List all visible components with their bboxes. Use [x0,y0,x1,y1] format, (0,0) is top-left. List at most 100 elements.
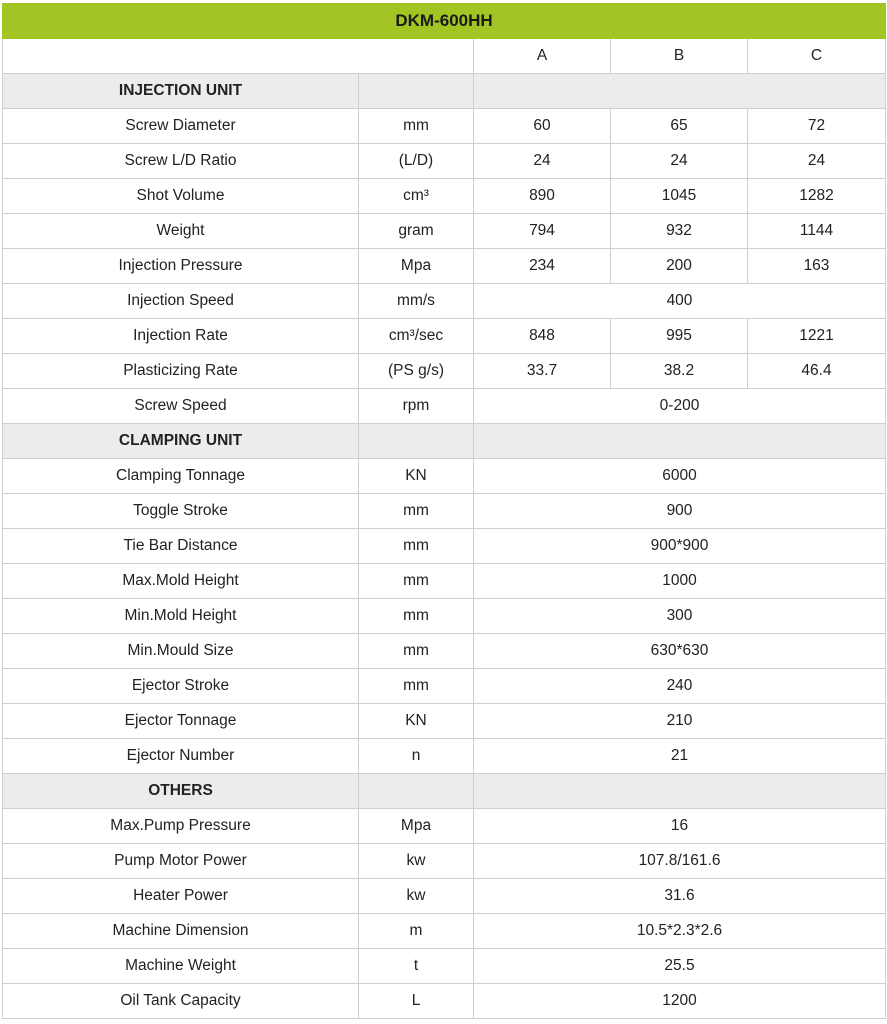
parameter-value-a: 60 [473,108,611,144]
parameter-name: Max.Mold Height [2,563,359,599]
parameter-name: Injection Pressure [2,248,359,284]
parameter-unit: mm [358,528,474,564]
column-header-row: A B C [2,38,887,74]
parameter-unit: m [358,913,474,949]
parameter-value-a: 33.7 [473,353,611,389]
parameter-unit: mm [358,633,474,669]
table-row: Weight gram 794 932 1144 [2,213,887,249]
parameter-unit: mm [358,108,474,144]
section-blank [472,73,887,109]
parameter-value: 300 [472,598,887,634]
parameter-unit: rpm [358,388,474,424]
section-blank [472,423,887,459]
parameter-unit: mm [358,598,474,634]
parameter-value: 900*900 [472,528,887,564]
parameter-name: Pump Motor Power [2,843,359,879]
table-row: Toggle Stroke mm 900 [2,493,887,529]
parameter-value-a: 848 [473,318,611,354]
parameter-value-b: 24 [610,143,748,179]
parameter-unit: gram [358,213,474,249]
parameter-name: Screw Diameter [2,108,359,144]
parameter-name: Screw Speed [2,388,359,424]
parameter-name: Heater Power [2,878,359,914]
parameter-unit: Mpa [358,248,474,284]
table-row: Injection Pressure Mpa 234 200 163 [2,248,887,284]
table-row: Plasticizing Rate (PS g/s) 33.7 38.2 46.4 [2,353,887,389]
parameter-name: Ejector Number [2,738,359,774]
section-label: CLAMPING UNIT [2,423,359,459]
parameter-value-c: 72 [746,108,887,144]
parameter-value-c: 1144 [746,213,887,249]
parameter-name: Oil Tank Capacity [2,983,359,1019]
section-label: INJECTION UNIT [2,73,359,109]
section-header: INJECTION UNIT [2,73,887,109]
model-title: DKM-600HH [1,3,887,39]
parameter-name: Min.Mould Size [2,633,359,669]
parameter-name: Machine Dimension [2,913,359,949]
table-row: Max.Mold Height mm 1000 [2,563,887,599]
parameter-unit: cm³/sec [358,318,474,354]
parameter-value: 21 [472,738,887,774]
parameter-name: Clamping Tonnage [2,458,359,494]
parameter-value-a: 24 [473,143,611,179]
parameter-name: Injection Speed [2,283,359,319]
parameter-unit: n [358,738,474,774]
parameter-unit: mm [358,493,474,529]
parameter-value-b: 995 [610,318,748,354]
section-label: OTHERS [2,773,359,809]
table-row: Ejector Number n 21 [2,738,887,774]
parameter-name: Min.Mold Height [2,598,359,634]
parameter-unit: L [358,983,474,1019]
parameter-value: 6000 [472,458,887,494]
parameter-value: 10.5*2.3*2.6 [472,913,887,949]
parameter-unit: (L/D) [358,143,474,179]
section-header: OTHERS [2,773,887,809]
table-row: Injection Speed mm/s 400 [2,283,887,319]
title-row: DKM-600HH [1,3,887,39]
parameter-unit: mm [358,563,474,599]
table-row: Ejector Tonnage KN 210 [2,703,887,739]
table-row: Min.Mold Height mm 300 [2,598,887,634]
parameter-value: 630*630 [472,633,887,669]
parameter-unit: kw [358,878,474,914]
section-header: CLAMPING UNIT [2,423,887,459]
parameter-name: Machine Weight [2,948,359,984]
section-blank [472,773,887,809]
parameter-value-b: 38.2 [610,353,748,389]
parameter-name: Injection Rate [2,318,359,354]
section-blank [358,73,474,109]
parameter-value: 1000 [472,563,887,599]
parameter-value-c: 1282 [746,178,887,214]
parameter-name: Tie Bar Distance [2,528,359,564]
parameter-unit: mm [358,668,474,704]
column-header-c: C [746,38,887,74]
parameter-name: Plasticizing Rate [2,353,359,389]
parameter-value: 16 [472,808,887,844]
parameter-value: 240 [472,668,887,704]
parameter-value: 107.8/161.6 [472,843,887,879]
table-row: Max.Pump Pressure Mpa 16 [2,808,887,844]
parameter-value: 25.5 [472,948,887,984]
section-blank [358,773,474,809]
parameter-value-c: 1221 [746,318,887,354]
parameter-value-c: 163 [746,248,887,284]
parameter-name: Ejector Stroke [2,668,359,704]
table-row: Tie Bar Distance mm 900*900 [2,528,887,564]
parameter-name: Ejector Tonnage [2,703,359,739]
table-row: Screw Speed rpm 0-200 [2,388,887,424]
parameter-value: 0-200 [472,388,887,424]
parameter-name: Screw L/D Ratio [2,143,359,179]
parameter-unit: cm³ [358,178,474,214]
spec-table: DKM-600HH A B C INJECTION UNIT Screw Diam… [1,3,887,1019]
parameter-unit: kw [358,843,474,879]
parameter-unit: (PS g/s) [358,353,474,389]
parameter-name: Shot Volume [2,178,359,214]
table-row: Oil Tank Capacity L 1200 [2,983,887,1019]
parameter-value-a: 890 [473,178,611,214]
table-row: Ejector Stroke mm 240 [2,668,887,704]
parameter-unit: KN [358,703,474,739]
parameter-value-c: 46.4 [746,353,887,389]
parameter-name: Max.Pump Pressure [2,808,359,844]
parameter-name: Toggle Stroke [2,493,359,529]
column-header-b: B [610,38,748,74]
